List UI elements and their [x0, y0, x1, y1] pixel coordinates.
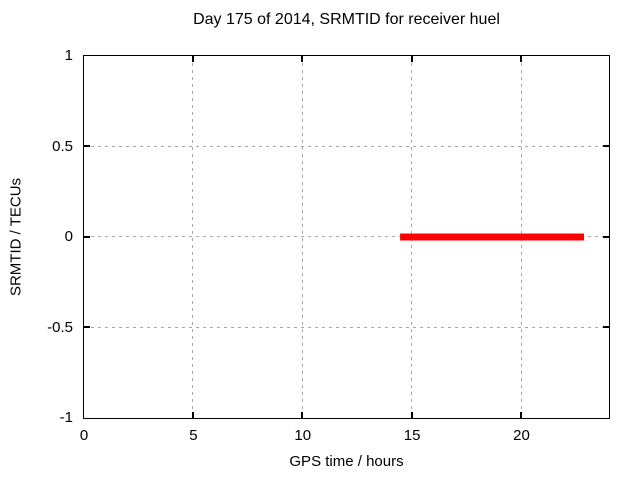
x-tick-label: 15: [403, 427, 421, 444]
x-tick-mark: [410, 55, 413, 62]
y-tick-label: 0: [64, 228, 73, 245]
y-tick-mark: [83, 326, 90, 328]
x-tick-mark: [301, 55, 304, 62]
x-tick-label: 20: [513, 427, 530, 444]
x-tick-mark: [191, 411, 194, 418]
x-tick-label: 10: [294, 427, 312, 444]
x-tick-mark: [520, 411, 522, 418]
x-tick-mark: [520, 55, 522, 62]
gridline-horizontal: [83, 236, 609, 237]
y-tick-label: 0.5: [52, 137, 73, 155]
y-tick-label: -0.5: [47, 318, 73, 336]
chart-title: Day 175 of 2014, SRMTID for receiver hue…: [193, 11, 500, 28]
plot-area: [82, 54, 610, 419]
y-tick-mark: [83, 235, 90, 238]
y-tick-mark: [602, 235, 609, 238]
y-tick-mark: [602, 145, 609, 147]
data-series-layer: [399, 233, 584, 240]
x-tick-mark: [191, 55, 194, 62]
x-tick-label: 0: [79, 427, 89, 444]
y-tick-label: -1: [59, 409, 73, 426]
x-tick-mark: [410, 411, 413, 418]
x-axis-label: GPS time / hours: [289, 453, 404, 470]
y-tick-mark: [602, 326, 609, 328]
gridline-horizontal: [83, 145, 609, 147]
y-tick-label: 1: [64, 47, 73, 64]
x-tick-label: 5: [189, 427, 198, 444]
gridline-horizontal: [83, 326, 609, 328]
x-tick-mark: [301, 411, 304, 418]
y-tick-mark: [83, 145, 90, 147]
